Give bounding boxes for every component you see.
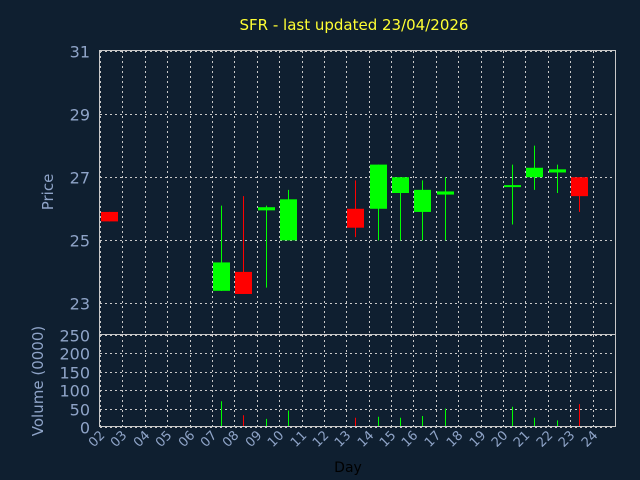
- candle-body: [235, 271, 252, 294]
- candle-body: [280, 199, 297, 241]
- price-panel: 23 25 27 29 31: [70, 43, 616, 335]
- candle-body: [258, 207, 275, 211]
- x-tick-label: 05: [153, 428, 175, 450]
- price-axis-label: Price: [39, 174, 57, 211]
- price-frame: [99, 50, 616, 335]
- candle-body: [392, 177, 409, 193]
- volume-tick-label: 0: [80, 419, 90, 438]
- x-tick-label: 16: [399, 428, 421, 450]
- volume-tick-label: 50: [70, 401, 90, 420]
- x-tick-label: 13: [332, 428, 354, 450]
- x-tick-label: 07: [198, 428, 220, 450]
- volume-tick-label: 200: [59, 345, 90, 364]
- x-tick-label: 09: [243, 428, 265, 450]
- volume-tick-label: 150: [59, 364, 90, 383]
- volume-bars: [221, 401, 580, 427]
- x-tick-label: 08: [220, 428, 242, 450]
- price-tick-label: 25: [70, 232, 90, 251]
- candle-body: [347, 208, 364, 228]
- candle-body: [414, 189, 431, 212]
- x-tick-label: 23: [556, 428, 578, 450]
- x-tick-label: 21: [511, 428, 533, 450]
- x-tick-label: 18: [444, 428, 466, 450]
- x-tick-label: 20: [489, 428, 511, 450]
- price-tick-label: 23: [70, 295, 90, 314]
- x-tick-label: 17: [422, 428, 444, 450]
- x-tick-label: 22: [534, 428, 556, 450]
- price-tick-label: 27: [70, 169, 90, 188]
- candle-body: [370, 164, 387, 209]
- volume-frame: [99, 334, 616, 427]
- candle-body: [526, 167, 543, 178]
- volume-axis-label: Volume (0000): [29, 326, 47, 436]
- volume-tick-label: 100: [59, 382, 90, 401]
- chart-title: SFR - last updated 23/04/2026: [240, 16, 469, 34]
- x-tick-label: 04: [131, 428, 153, 450]
- price-axis-ticks: 23 25 27 29 31: [70, 43, 90, 314]
- x-tick-label: 24: [579, 428, 601, 450]
- candle-body: [213, 262, 230, 291]
- candle-body: [101, 211, 118, 222]
- x-tick-label: 11: [288, 428, 310, 450]
- candles: [101, 145, 588, 294]
- price-tick-label: 31: [70, 43, 90, 62]
- price-tick-label: 29: [70, 106, 90, 125]
- price-grid: [100, 51, 615, 335]
- x-tick-label: 03: [108, 428, 130, 450]
- x-tick-label: 19: [467, 428, 489, 450]
- x-tick-label: 12: [310, 428, 332, 450]
- candle-body: [571, 177, 588, 197]
- x-tick-label: 10: [265, 428, 287, 450]
- candle-body: [504, 185, 521, 188]
- x-tick-label: 15: [377, 428, 399, 450]
- volume-grid: [100, 335, 615, 428]
- candle-body: [437, 191, 454, 195]
- x-axis-label: Day: [334, 460, 362, 476]
- x-tick-label: 14: [355, 428, 377, 450]
- candle-body: [549, 169, 566, 173]
- x-axis-ticks: 02 03 04 05 06 07 08 09 10 11 12 13 14 15 16 17 18 19 20 21…: [86, 428, 601, 450]
- volume-tick-label: 250: [59, 327, 90, 346]
- x-tick-label: 06: [176, 428, 198, 450]
